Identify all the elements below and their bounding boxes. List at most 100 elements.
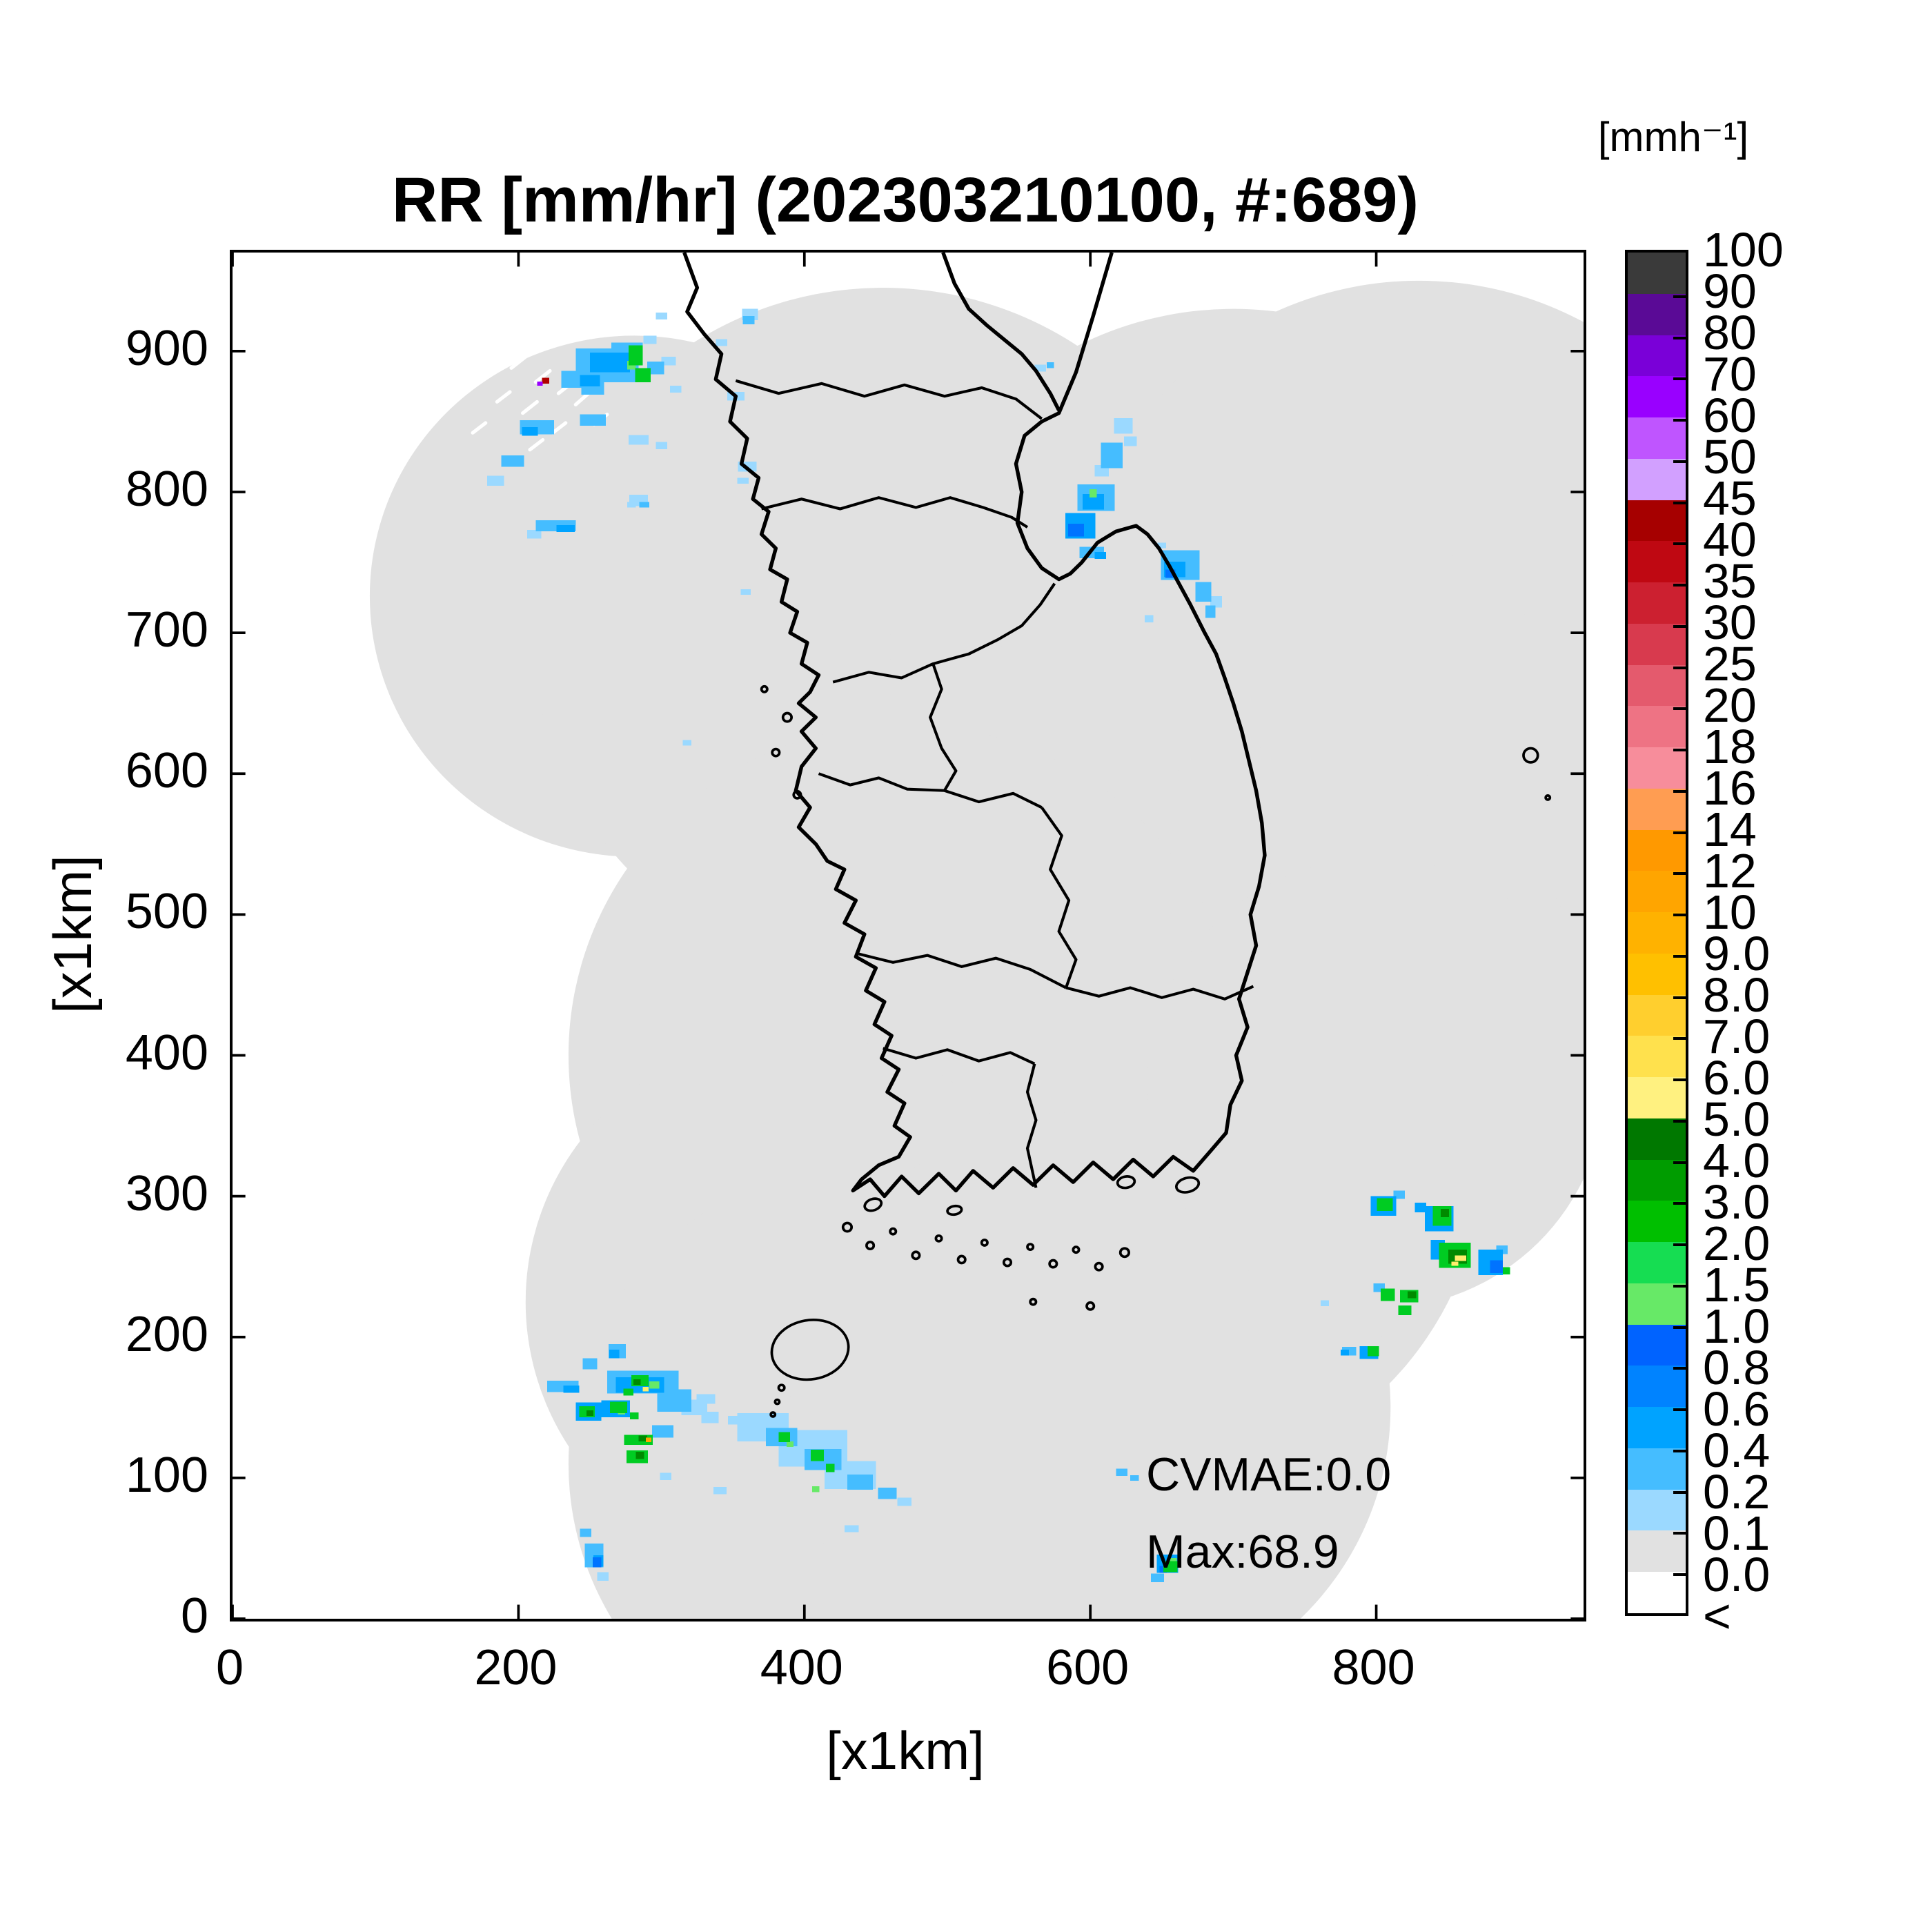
colorbar-tick-label: 14 — [1703, 802, 1757, 856]
colorbar-tick — [1673, 1325, 1686, 1329]
colorbar-tick — [1673, 1243, 1686, 1247]
colorbar-tick-label: 20 — [1703, 678, 1757, 732]
colorbar-segment — [1628, 458, 1686, 500]
colorbar-segment — [1628, 1283, 1686, 1325]
colorbar-segment — [1628, 293, 1686, 335]
colorbar-segment — [1628, 376, 1686, 417]
colorbar-segment — [1628, 1118, 1686, 1160]
colorbar-tick-label: 70 — [1703, 347, 1757, 401]
colorbar-tick-label: 18 — [1703, 720, 1757, 773]
colorbar-segment — [1628, 994, 1686, 1036]
colorbar-tick-label: 4.0 — [1703, 1134, 1771, 1187]
colorbar-tick — [1673, 501, 1686, 504]
colorbar-segment — [1628, 500, 1686, 542]
colorbar-tick — [1673, 624, 1686, 628]
colorbar-segment — [1628, 953, 1686, 995]
colorbar-segment — [1628, 871, 1686, 912]
colorbar-unit-label: [mmh⁻¹] — [1597, 114, 1749, 160]
colorbar-tick — [1673, 1532, 1686, 1535]
colorbar-tick-label: 0.2 — [1703, 1465, 1771, 1519]
colorbar-segment — [1628, 1530, 1686, 1572]
y-tick-label: 0 — [180, 1588, 208, 1644]
colorbar-tick — [1673, 1078, 1686, 1082]
y-tick-label: 200 — [125, 1306, 208, 1362]
radar-coverage-area — [369, 280, 1584, 1619]
x-axis-label: [x1km] — [826, 1720, 985, 1781]
colorbar-tick — [1673, 377, 1686, 381]
radar-map-plot: CVMAE:0.0 Max:68.9 — [230, 250, 1586, 1621]
colorbar-tick-label: 9.0 — [1703, 927, 1771, 980]
colorbar-tick — [1673, 707, 1686, 711]
colorbar-tick-label: 50 — [1703, 430, 1757, 484]
colorbar-segment — [1628, 912, 1686, 954]
colorbar-tick-label: 0.6 — [1703, 1382, 1771, 1436]
colorbar-tick — [1673, 1490, 1686, 1494]
x-tick-label: 400 — [760, 1640, 843, 1695]
colorbar-segment — [1628, 1036, 1686, 1077]
colorbar-tick — [1673, 295, 1686, 298]
max-annotation: Max:68.9 — [1146, 1526, 1339, 1578]
colorbar-segment — [1628, 1407, 1686, 1448]
y-tick-label: 700 — [125, 602, 208, 658]
colorbar-segment — [1628, 1077, 1686, 1118]
y-axis-label: [x1km] — [42, 855, 103, 1014]
colorbar-tick-label: 16 — [1703, 761, 1757, 815]
colorbar-tick-label: 0.4 — [1703, 1423, 1771, 1477]
colorbar-tick-label: 0.0 — [1703, 1548, 1771, 1601]
colorbar-tick — [1673, 914, 1686, 917]
chart-title: RR [mm/hr] (202303210100, #:689) — [391, 165, 1419, 235]
y-tick-label: 500 — [125, 884, 208, 940]
colorbar-segment — [1628, 335, 1686, 377]
colorbar-tick-label: 2.0 — [1703, 1216, 1771, 1270]
colorbar-tick — [1673, 542, 1686, 546]
colorbar-segment — [1628, 1201, 1686, 1242]
colorbar-segment — [1628, 623, 1686, 665]
colorbar-tick — [1673, 1284, 1686, 1288]
colorbar-tick-label: 25 — [1703, 637, 1757, 691]
colorbar — [1625, 250, 1688, 1616]
y-tick-label: 100 — [125, 1447, 208, 1503]
colorbar-segment — [1628, 788, 1686, 830]
colorbar-tick-label: 100 — [1703, 223, 1784, 277]
colorbar-segment — [1628, 1159, 1686, 1201]
cvmae-annotation: CVMAE:0.0 — [1146, 1448, 1392, 1501]
colorbar-segment — [1628, 706, 1686, 747]
colorbar-segment — [1628, 253, 1686, 294]
colorbar-tick-label: 1.0 — [1703, 1299, 1771, 1353]
colorbar-tick — [1673, 831, 1686, 834]
coastline — [682, 253, 1267, 1199]
y-tick-label: 600 — [125, 743, 208, 799]
islands — [760, 684, 1552, 1418]
colorbar-tick — [1673, 1408, 1686, 1412]
colorbar-tick — [1673, 1367, 1686, 1370]
colorbar-segment — [1628, 664, 1686, 707]
colorbar-tick-label: 45 — [1703, 471, 1757, 525]
colorbar-tick-label: 60 — [1703, 388, 1757, 442]
colorbar-segment — [1628, 747, 1686, 789]
colorbar-segment — [1628, 829, 1686, 871]
colorbar-tick — [1673, 789, 1686, 793]
province-borders — [735, 379, 1254, 1188]
radar-map — [233, 253, 1584, 1619]
colorbar-tick — [1673, 954, 1686, 958]
colorbar-tick — [1673, 872, 1686, 876]
colorbar-tick — [1673, 996, 1686, 999]
colorbar-tick-label: 90 — [1703, 264, 1757, 318]
colorbar-tick-label: 3.0 — [1703, 1175, 1771, 1229]
colorbar-tick-label: 0.8 — [1703, 1341, 1771, 1394]
x-tick-label: 600 — [1046, 1640, 1130, 1695]
y-tick-label: 900 — [125, 320, 208, 376]
y-tick-label: 800 — [125, 462, 208, 517]
colorbar-tick — [1673, 336, 1686, 339]
colorbar-tick — [1673, 460, 1686, 463]
colorbar-tick-label: < — [1703, 1589, 1731, 1643]
colorbar-segment — [1628, 1366, 1686, 1407]
colorbar-tick-label: 10 — [1703, 885, 1757, 939]
colorbar-tick-label: 5.0 — [1703, 1092, 1771, 1146]
colorbar-tick — [1673, 1449, 1686, 1452]
colorbar-segment — [1628, 1572, 1686, 1613]
y-tick-label: 300 — [125, 1165, 208, 1221]
colorbar-segment — [1628, 582, 1686, 624]
colorbar-segment — [1628, 1324, 1686, 1366]
